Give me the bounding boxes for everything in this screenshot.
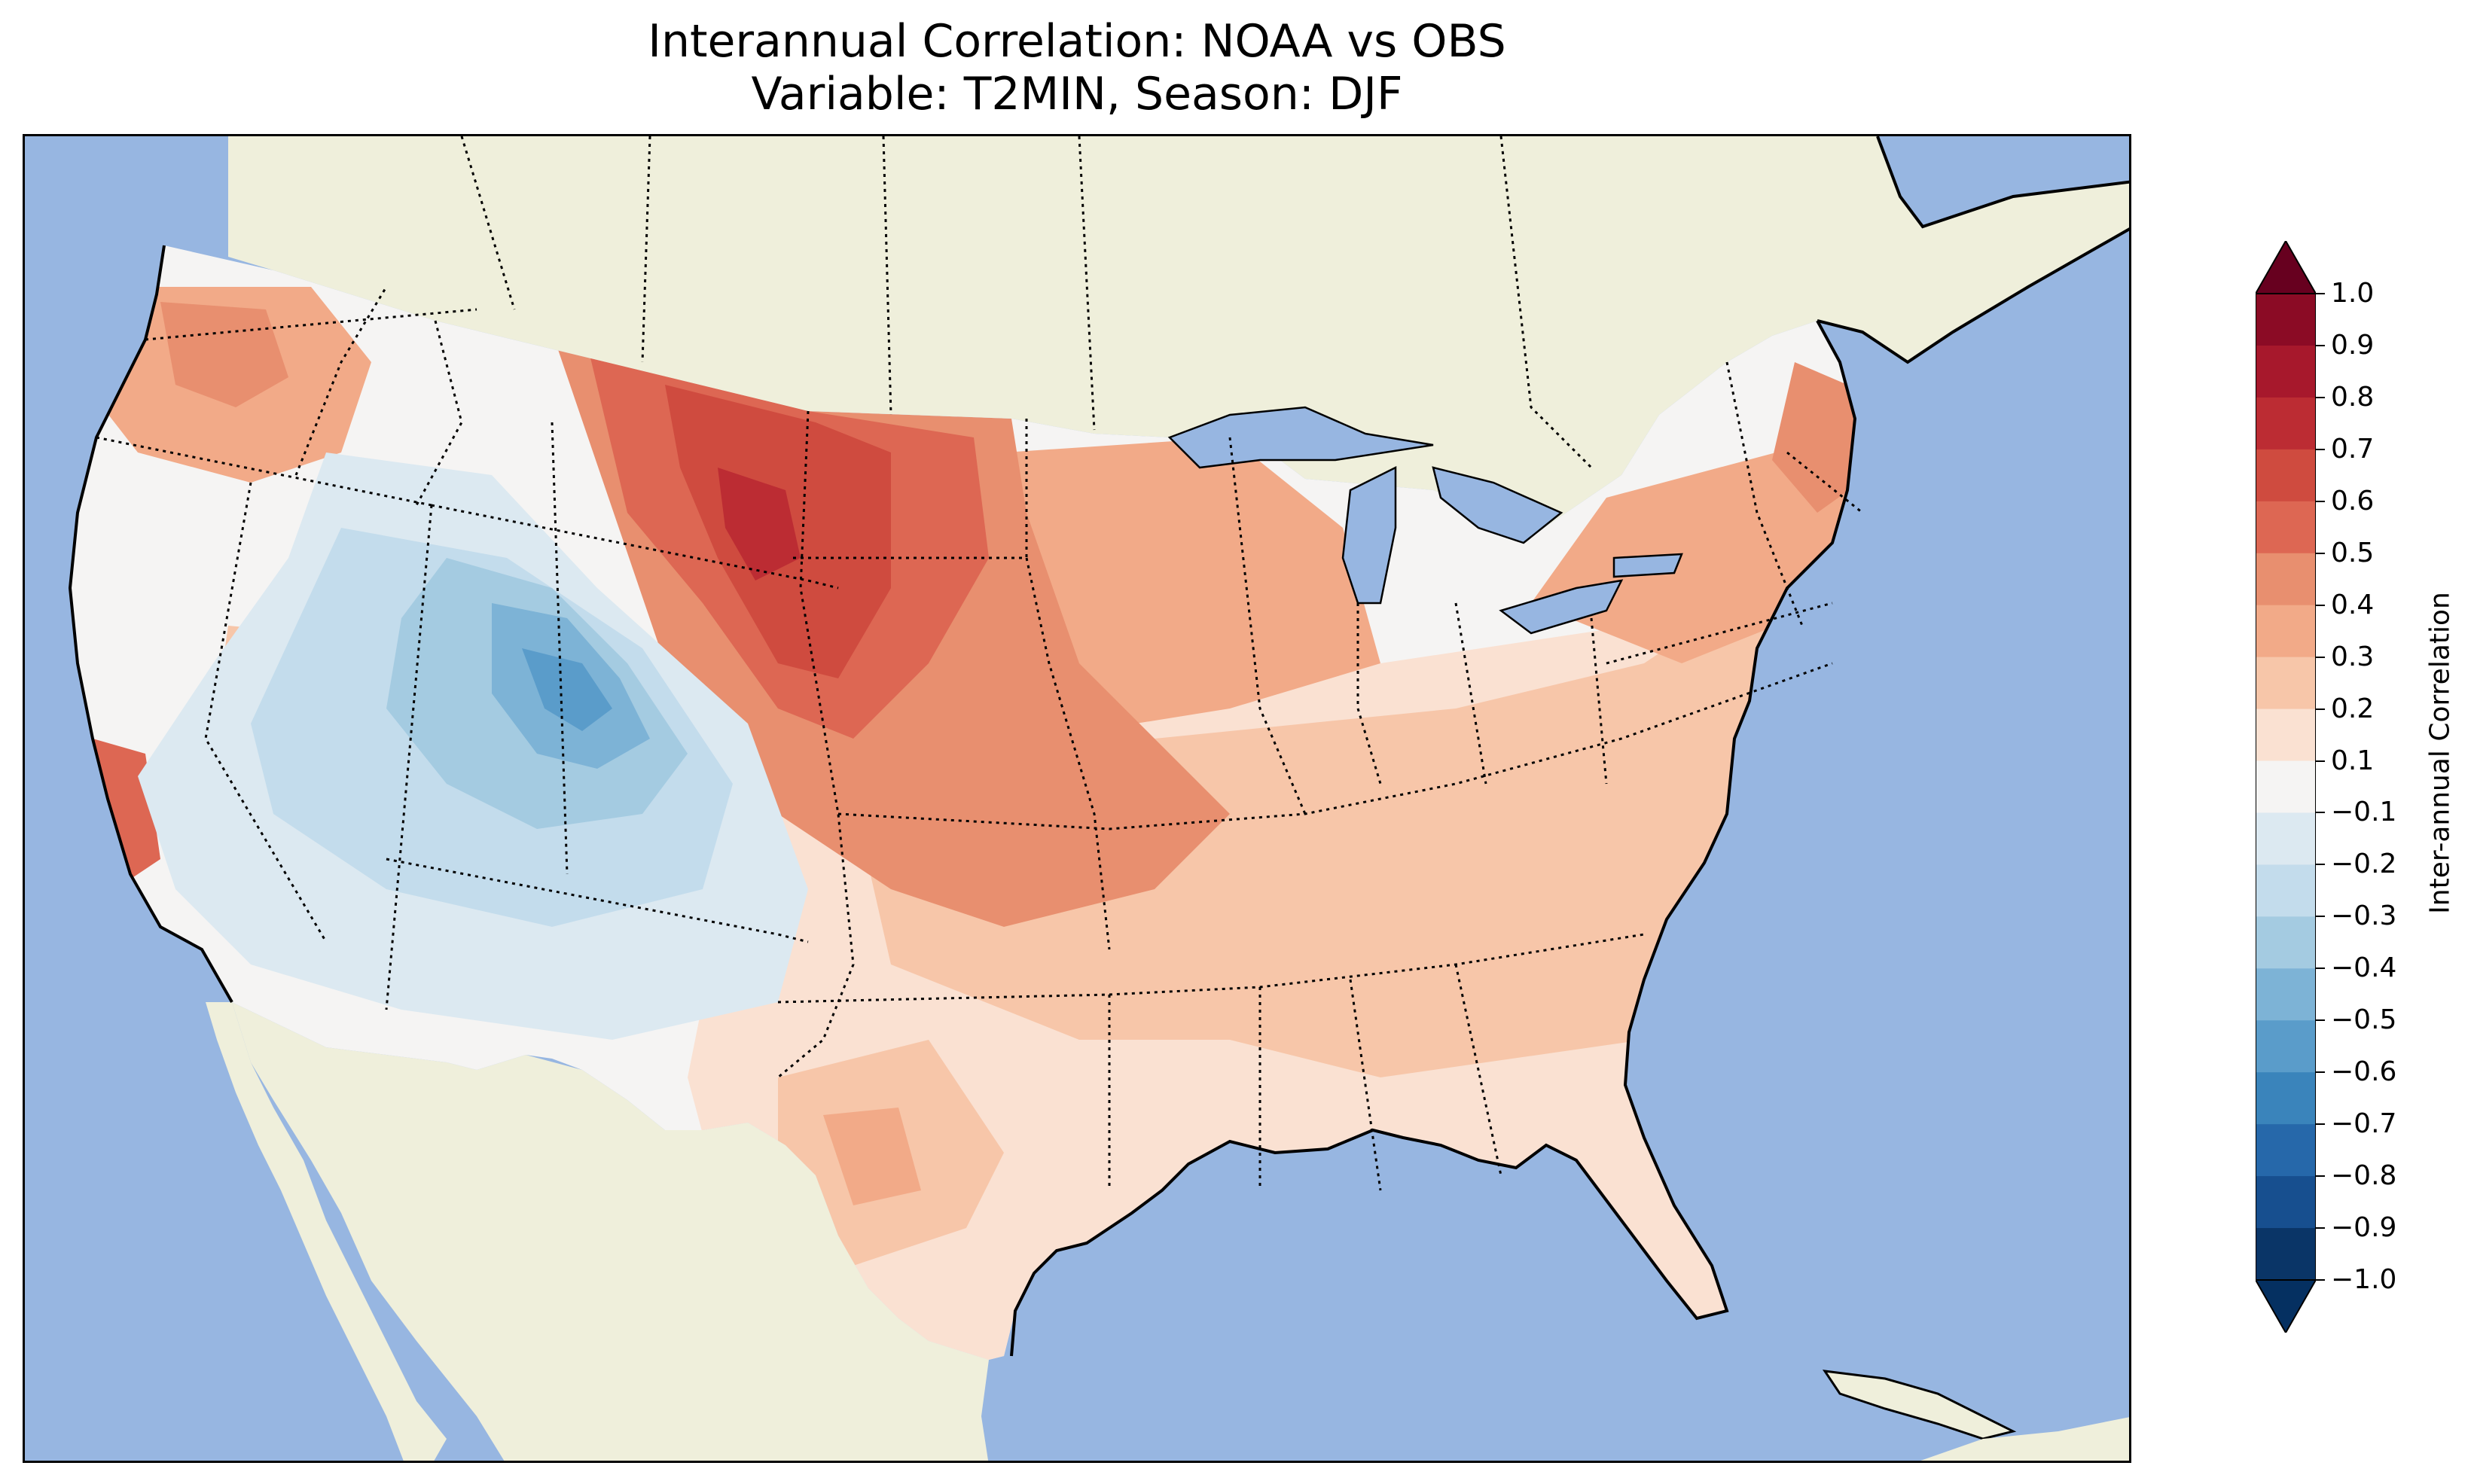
colorbar-tick-mark xyxy=(2316,656,2325,658)
map-svg xyxy=(68,136,2129,1461)
colorbar-segment xyxy=(2256,1072,2316,1125)
cuba-island xyxy=(1822,1370,2017,1440)
colorbar-tick-label: 0.1 xyxy=(2331,745,2375,776)
colorbar-segment xyxy=(2256,760,2316,813)
colorbar-segments xyxy=(2256,294,2316,1281)
colorbar-tick-mark xyxy=(2316,448,2325,450)
colorbar-segment xyxy=(2256,1124,2316,1177)
chart-title-line-2: Variable: T2MIN, Season: DJF xyxy=(751,68,1403,120)
colorbar-tick-mark xyxy=(2316,1227,2325,1230)
colorbar-tick-mark xyxy=(2316,916,2325,918)
state-borders xyxy=(96,136,1863,1191)
canada-coastline xyxy=(1817,136,2129,364)
colorbar-tick-mark xyxy=(2316,760,2325,762)
colorbar-tick-mark xyxy=(2316,552,2325,554)
mexico-east-coast xyxy=(1920,1417,2129,1461)
colorbar-tick-label: 0.6 xyxy=(2331,485,2375,517)
colorbar-tick-mark xyxy=(2316,967,2325,970)
colorbar-segment xyxy=(2256,864,2316,917)
colorbar-tick-label: −0.2 xyxy=(2331,849,2397,880)
colorbar-segment xyxy=(2256,708,2316,762)
colorbar-tick-label: −0.3 xyxy=(2331,900,2397,932)
colorbar-segment xyxy=(2256,812,2316,865)
colorbar-tick-label: 0.3 xyxy=(2331,641,2375,672)
colorbar-tick-label: −0.6 xyxy=(2331,1056,2397,1088)
colorbar-segment xyxy=(2256,449,2316,502)
colorbar-segment xyxy=(2256,605,2316,658)
colorbar-tick-label: −0.5 xyxy=(2331,1004,2397,1036)
colorbar-tick-mark xyxy=(2316,1071,2325,1074)
great-lakes xyxy=(1167,406,1683,635)
colorbar-tick-label: 1.0 xyxy=(2331,278,2375,309)
colorbar-extend-top xyxy=(2256,241,2316,294)
colorbar-tick-label: 0.9 xyxy=(2331,329,2375,361)
colorbar-segment xyxy=(2256,916,2316,969)
colorbar-segment xyxy=(2256,501,2316,554)
colorbar-tick-mark xyxy=(2316,500,2325,502)
colorbar-tick-label: −0.4 xyxy=(2331,952,2397,984)
colorbar-extend-bottom xyxy=(2256,1279,2316,1333)
colorbar-segment xyxy=(2256,397,2316,450)
colorbar-tick-mark xyxy=(2316,1175,2325,1178)
colorbar-tick-label: −0.9 xyxy=(2331,1212,2397,1244)
colorbar-tick-mark xyxy=(2316,293,2325,294)
colorbar-tick-label: 0.8 xyxy=(2331,381,2375,413)
colorbar-tick-mark xyxy=(2316,812,2325,814)
colorbar-tick-mark xyxy=(2316,1279,2325,1281)
colorbar xyxy=(2256,241,2316,1333)
colorbar-tick-mark xyxy=(2316,604,2325,606)
colorbar-tick-mark xyxy=(2316,1123,2325,1126)
colorbar-tick-label: 0.7 xyxy=(2331,433,2375,465)
colorbar-tick-mark xyxy=(2316,344,2325,346)
colorbar-tick-label: 0.2 xyxy=(2331,693,2375,724)
us-coastline xyxy=(68,245,1857,1357)
map-panel xyxy=(23,134,2131,1463)
colorbar-tick-mark xyxy=(2316,1019,2325,1022)
colorbar-tick-mark xyxy=(2316,864,2325,866)
colorbar-segment xyxy=(2256,657,2316,710)
colorbar-segment xyxy=(2256,1176,2316,1229)
colorbar-tick-label: 0.4 xyxy=(2331,589,2375,620)
colorbar-tick-mark xyxy=(2316,708,2325,710)
mexico-landmass xyxy=(232,1002,989,1461)
colorbar-segment xyxy=(2256,968,2316,1021)
colorbar-tick-label: −1.0 xyxy=(2331,1264,2397,1295)
colorbar-segment xyxy=(2256,1020,2316,1073)
colorbar-tick-label: 0.5 xyxy=(2331,537,2375,568)
colorbar-tick-label: −0.1 xyxy=(2331,797,2397,828)
colorbar-tick-label: −0.7 xyxy=(2331,1108,2397,1140)
colorbar-segment xyxy=(2256,553,2316,606)
colorbar-segment xyxy=(2256,1228,2316,1281)
chart-title-line-1: Interannual Correlation: NOAA vs OBS xyxy=(648,15,1506,68)
colorbar-tick-label: −0.8 xyxy=(2331,1160,2397,1192)
canada-landmass xyxy=(228,136,2129,532)
colorbar-label: Inter-annual Correlation xyxy=(2424,592,2456,914)
colorbar-segment xyxy=(2256,345,2316,398)
colorbar-tick-mark xyxy=(2316,396,2325,398)
colorbar-segment xyxy=(2256,294,2316,346)
baja-peninsula xyxy=(206,1002,447,1461)
